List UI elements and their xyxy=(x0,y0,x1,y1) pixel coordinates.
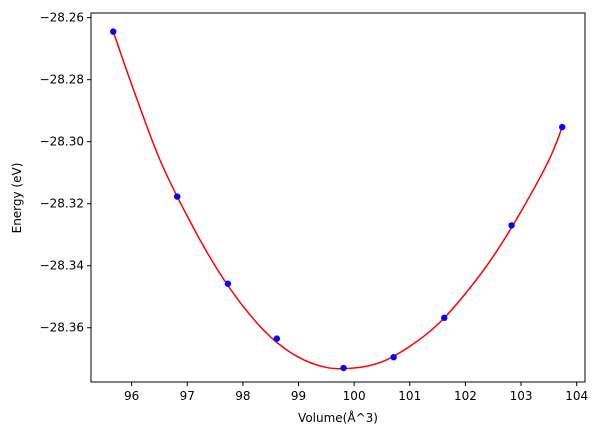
data-point xyxy=(110,28,117,35)
y-tick-label: −28.34 xyxy=(40,259,84,273)
x-tick-label: 103 xyxy=(510,389,533,403)
data-point xyxy=(224,280,232,287)
x-tick-label: 97 xyxy=(180,389,195,403)
data-point xyxy=(340,364,347,372)
x-tick-label: 99 xyxy=(291,389,306,403)
x-tick-label: 98 xyxy=(235,389,250,403)
data-point xyxy=(390,353,397,361)
x-tick-label: 101 xyxy=(398,389,421,403)
x-tick-label: 102 xyxy=(454,389,477,403)
data-point xyxy=(174,193,181,200)
y-tick-label: −28.36 xyxy=(40,321,84,335)
y-tick-label: −28.28 xyxy=(40,73,84,87)
y-tick-label: −28.30 xyxy=(40,135,84,149)
y-tick-label: −28.32 xyxy=(40,197,84,211)
x-tick-label: 96 xyxy=(124,389,139,403)
plot-frame xyxy=(90,12,586,383)
fit-curve-line xyxy=(112,31,563,370)
x-tick-label: 104 xyxy=(565,389,588,403)
data-point xyxy=(273,335,281,342)
data-point xyxy=(441,314,448,322)
data-point xyxy=(558,123,566,131)
x-tick-label: 100 xyxy=(343,389,366,403)
y-axis-label: Energy (eV) xyxy=(10,163,24,234)
y-tick-label: −28.26 xyxy=(40,11,84,25)
x-axis-label: Volume(Å^3) xyxy=(298,410,378,425)
data-point xyxy=(508,222,515,229)
